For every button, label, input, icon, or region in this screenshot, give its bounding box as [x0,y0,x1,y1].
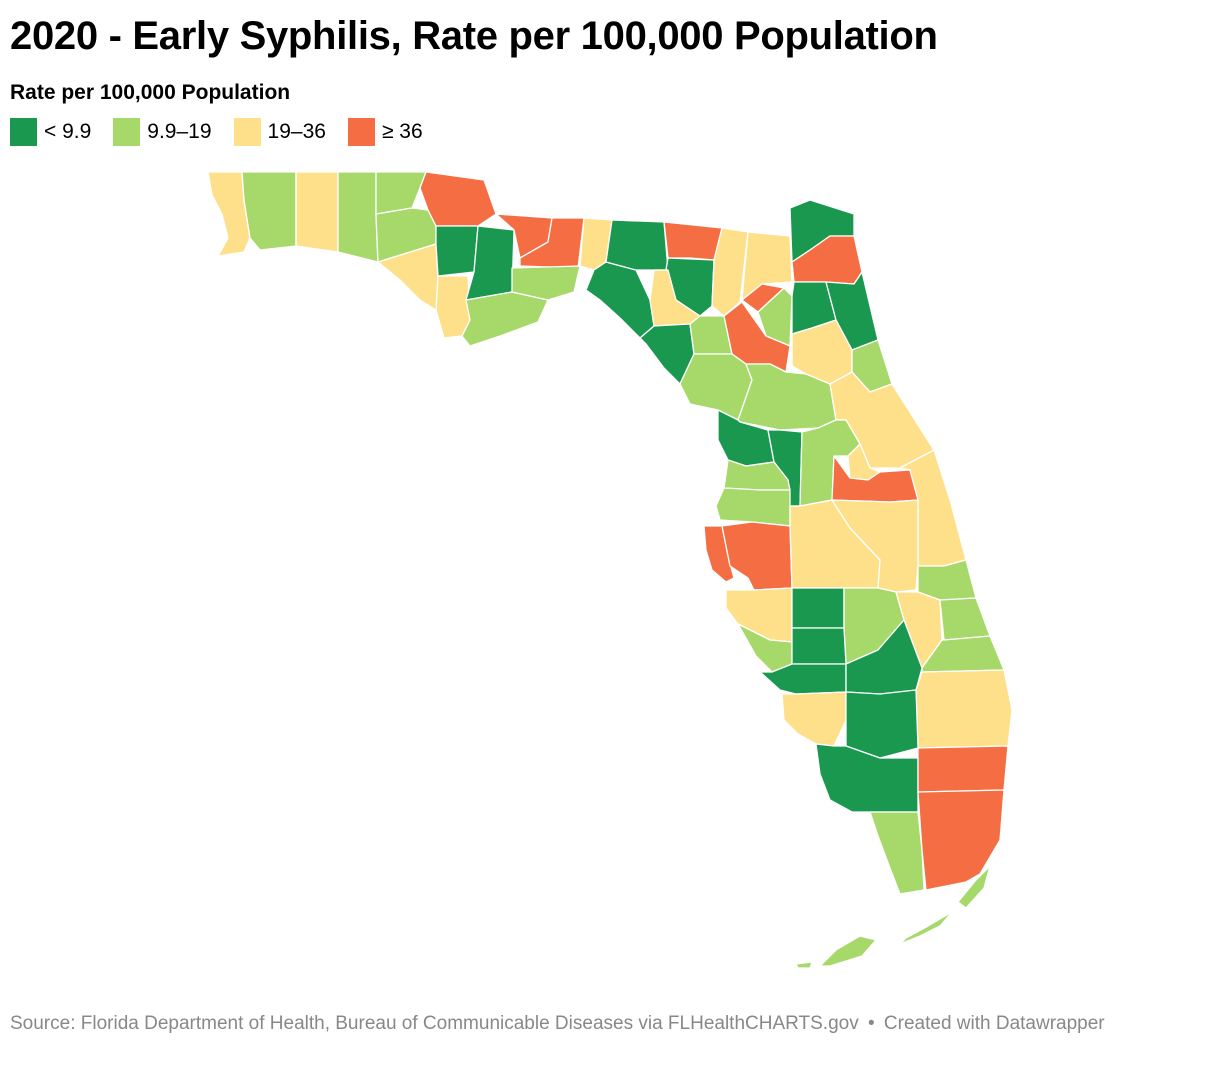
legend-label-mid-low: 9.9–19 [147,120,212,143]
county-okaloosa[interactable] [295,171,339,253]
legend-label-low: < 9.9 [44,120,92,143]
county-walton[interactable] [337,171,379,263]
county-gulf[interactable] [435,275,471,339]
county-hillsborough[interactable] [721,521,793,591]
county-keys-upper[interactable] [957,865,991,909]
florida-county-map [207,171,1013,969]
county-jackson[interactable] [419,171,497,227]
county-keys-middle[interactable] [899,911,953,945]
county-wakulla[interactable] [511,265,581,301]
county-broward[interactable] [917,745,1009,793]
county-franklin[interactable] [461,291,549,347]
county-taylor[interactable] [585,261,655,339]
legend-item-high: ≥ 36 [347,118,423,146]
legend-label-mid-high: 19–36 [267,120,326,143]
county-osceola[interactable] [831,499,919,593]
county-santa-rosa[interactable] [241,171,297,251]
source-text: Source: Florida Department of Health, Bu… [10,1013,859,1034]
county-collier[interactable] [815,743,919,813]
county-pasco[interactable] [715,487,791,527]
county-holmes[interactable] [375,171,427,215]
county-indian-river[interactable] [917,559,977,601]
county-monroe-mainland[interactable] [869,811,925,895]
county-lee[interactable] [781,691,847,747]
county-hardee[interactable] [791,587,845,629]
legend-label-high: ≥ 36 [381,120,423,143]
county-desoto[interactable] [791,627,847,665]
legend-swatch-mid-low [113,118,141,146]
county-hendry[interactable] [845,689,919,759]
legend-swatch-high [347,118,375,146]
legend: < 9.9 9.9–19 19–36 ≥ 36 [10,118,445,146]
legend-swatch-low [10,118,37,146]
county-calhoun[interactable] [435,225,479,277]
source-note: Source: Florida Department of Health, Bu… [10,1011,1160,1037]
county-baker[interactable] [741,231,793,301]
county-miami-dade[interactable] [917,789,1005,891]
county-st-lucie[interactable] [939,597,991,641]
legend-item-low: < 9.9 [10,118,91,146]
legend-item-mid-low: 9.9–19 [113,118,212,146]
legend-item-mid-high: 19–36 [233,118,326,146]
county-keys-lower[interactable] [819,935,877,967]
legend-title: Rate per 100,000 Population [10,81,291,104]
county-bradford[interactable] [757,287,793,347]
source-credit[interactable]: Created with Datawrapper [883,1013,1105,1034]
legend-swatch-mid-high [233,118,261,146]
source-separator: • [867,1013,875,1034]
county-keys-west[interactable] [795,961,813,969]
county-madison[interactable] [605,219,669,271]
county-hamilton[interactable] [663,221,723,261]
county-palm-beach[interactable] [915,669,1013,749]
chart-title: 2020 - Early Syphilis, Rate per 100,000 … [10,14,938,58]
